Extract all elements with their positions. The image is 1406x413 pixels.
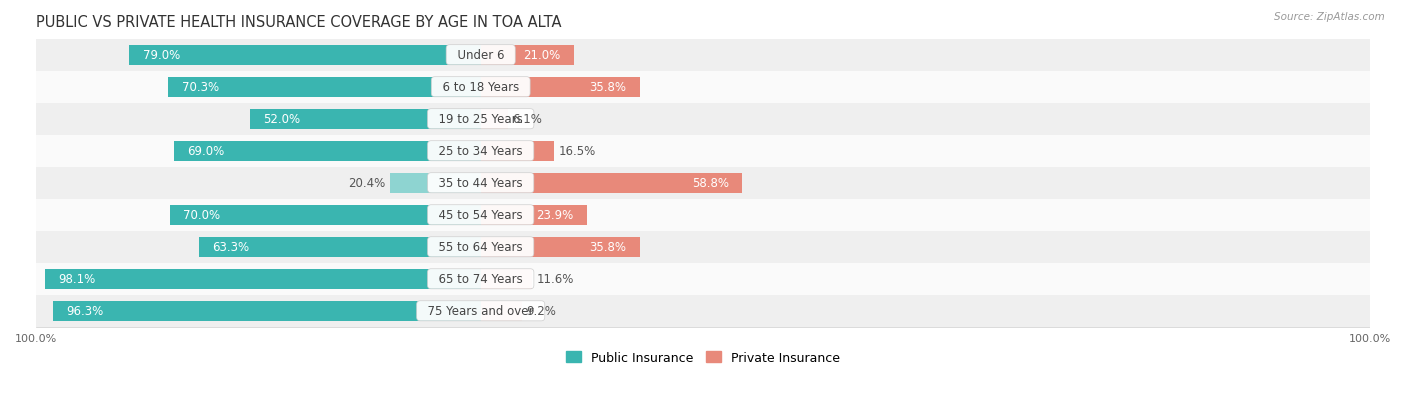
Text: Under 6: Under 6 — [450, 49, 512, 62]
Text: 45 to 54 Years: 45 to 54 Years — [432, 209, 530, 222]
Text: 63.3%: 63.3% — [212, 241, 250, 254]
Bar — [52, 301, 481, 321]
Text: Source: ZipAtlas.com: Source: ZipAtlas.com — [1274, 12, 1385, 22]
Bar — [37, 71, 1369, 104]
Text: 69.0%: 69.0% — [187, 145, 225, 158]
Text: 23.9%: 23.9% — [536, 209, 574, 222]
Bar — [481, 237, 640, 257]
Bar — [481, 46, 574, 66]
Bar — [481, 205, 586, 225]
Text: 21.0%: 21.0% — [523, 49, 561, 62]
Text: 98.1%: 98.1% — [58, 273, 96, 286]
Bar — [37, 40, 1369, 71]
Bar — [481, 109, 508, 129]
Text: 55 to 64 Years: 55 to 64 Years — [432, 241, 530, 254]
Text: 19 to 25 Years: 19 to 25 Years — [432, 113, 530, 126]
Bar — [481, 142, 554, 161]
Bar — [481, 269, 533, 289]
Text: 11.6%: 11.6% — [537, 273, 574, 286]
Bar — [200, 237, 481, 257]
Bar — [37, 199, 1369, 231]
Bar — [389, 173, 481, 193]
Text: 9.2%: 9.2% — [526, 304, 555, 318]
Text: 35 to 44 Years: 35 to 44 Years — [432, 177, 530, 190]
Bar — [169, 78, 481, 97]
Bar — [37, 167, 1369, 199]
Text: 65 to 74 Years: 65 to 74 Years — [432, 273, 530, 286]
Bar — [129, 46, 481, 66]
Text: 70.0%: 70.0% — [183, 209, 219, 222]
Text: 16.5%: 16.5% — [558, 145, 596, 158]
Bar — [37, 231, 1369, 263]
Bar — [249, 109, 481, 129]
Bar — [481, 173, 742, 193]
Bar — [37, 104, 1369, 135]
Text: 25 to 34 Years: 25 to 34 Years — [432, 145, 530, 158]
Text: 75 Years and over: 75 Years and over — [420, 304, 541, 318]
Bar — [45, 269, 481, 289]
Text: 35.8%: 35.8% — [589, 241, 627, 254]
Bar — [481, 301, 522, 321]
Text: PUBLIC VS PRIVATE HEALTH INSURANCE COVERAGE BY AGE IN TOA ALTA: PUBLIC VS PRIVATE HEALTH INSURANCE COVER… — [37, 15, 561, 30]
Bar — [481, 78, 640, 97]
Text: 58.8%: 58.8% — [692, 177, 728, 190]
Text: 79.0%: 79.0% — [143, 49, 180, 62]
Bar — [174, 142, 481, 161]
Text: 96.3%: 96.3% — [66, 304, 103, 318]
Text: 35.8%: 35.8% — [589, 81, 627, 94]
Legend: Public Insurance, Private Insurance: Public Insurance, Private Insurance — [561, 346, 845, 369]
Bar — [37, 135, 1369, 167]
Bar — [37, 263, 1369, 295]
Text: 6 to 18 Years: 6 to 18 Years — [434, 81, 527, 94]
Text: 52.0%: 52.0% — [263, 113, 299, 126]
Text: 6.1%: 6.1% — [512, 113, 543, 126]
Bar — [170, 205, 481, 225]
Text: 20.4%: 20.4% — [349, 177, 385, 190]
Text: 70.3%: 70.3% — [181, 81, 218, 94]
Bar — [37, 295, 1369, 327]
